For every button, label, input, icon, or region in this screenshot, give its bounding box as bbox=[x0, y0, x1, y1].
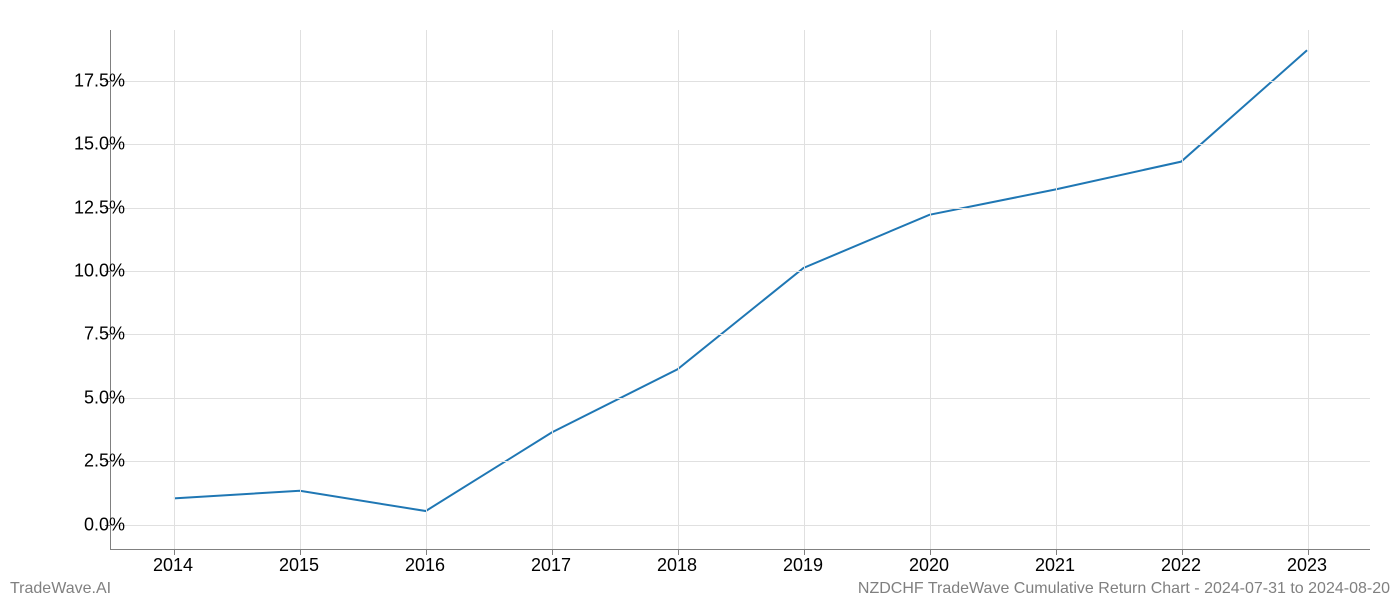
grid-line-vertical bbox=[552, 30, 553, 549]
y-tick-label: 17.5% bbox=[74, 70, 125, 91]
x-tick-label: 2014 bbox=[153, 555, 193, 576]
y-tick-label: 0.0% bbox=[84, 514, 125, 535]
y-tick-label: 2.5% bbox=[84, 451, 125, 472]
x-tick-label: 2023 bbox=[1287, 555, 1327, 576]
y-tick-label: 10.0% bbox=[74, 260, 125, 281]
attribution-left: TradeWave.AI bbox=[10, 580, 111, 598]
y-tick-label: 12.5% bbox=[74, 197, 125, 218]
chart-plot-area bbox=[110, 30, 1370, 550]
grid-line-vertical bbox=[174, 30, 175, 549]
y-tick-label: 15.0% bbox=[74, 134, 125, 155]
x-tick-label: 2018 bbox=[657, 555, 697, 576]
y-tick-label: 7.5% bbox=[84, 324, 125, 345]
grid-line-vertical bbox=[300, 30, 301, 549]
x-tick-label: 2021 bbox=[1035, 555, 1075, 576]
grid-line-vertical bbox=[678, 30, 679, 549]
grid-line-vertical bbox=[426, 30, 427, 549]
grid-line-vertical bbox=[1056, 30, 1057, 549]
y-tick-label: 5.0% bbox=[84, 387, 125, 408]
grid-line-vertical bbox=[930, 30, 931, 549]
x-tick-label: 2020 bbox=[909, 555, 949, 576]
x-tick-label: 2019 bbox=[783, 555, 823, 576]
grid-line-vertical bbox=[1308, 30, 1309, 549]
grid-line-vertical bbox=[1182, 30, 1183, 549]
x-tick-label: 2016 bbox=[405, 555, 445, 576]
axes-box bbox=[110, 30, 1370, 550]
grid-line-vertical bbox=[804, 30, 805, 549]
x-tick-label: 2017 bbox=[531, 555, 571, 576]
x-tick-label: 2015 bbox=[279, 555, 319, 576]
x-tick-label: 2022 bbox=[1161, 555, 1201, 576]
attribution-right: NZDCHF TradeWave Cumulative Return Chart… bbox=[858, 580, 1390, 598]
